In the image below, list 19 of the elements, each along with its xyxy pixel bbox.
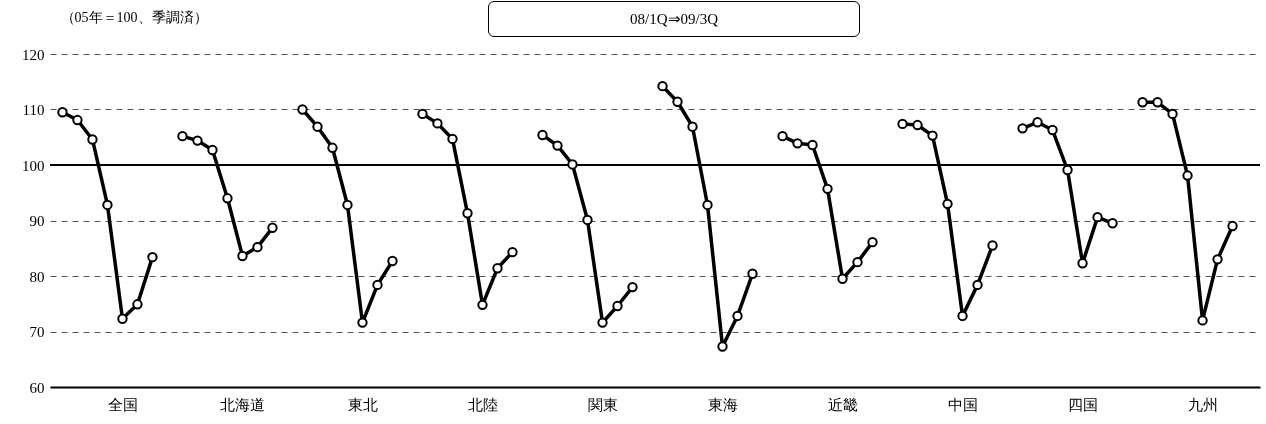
y-tick-label: 90 [29,213,45,229]
y-tick-label: 80 [29,268,45,285]
x-tick-label: 九州 [1188,396,1219,413]
y-tick-label: 110 [22,102,45,118]
x-tick-label: 中国 [948,396,979,413]
x-tick-label: 北陸 [467,396,498,413]
x-tick-label: 関東 [588,396,618,413]
text: 08/1Q⇒09/3Q [488,1,860,37]
y-tick-label: 70 [29,324,45,340]
y-tick-label: 120 [22,46,45,63]
x-tick-label: 北海道 [220,396,266,413]
x-tick-label: 近畿 [828,396,859,413]
x-tick-label: 東北 [347,396,378,413]
y-tick-label: 60 [29,379,45,396]
x-tick-label: 東海 [708,396,739,413]
y-axis-title: （05年＝100、季調済） [60,9,208,25]
x-tick-label: 四国 [1068,396,1099,413]
y-tick-label: 100 [22,157,45,174]
x-tick-label: 全国 [107,396,138,413]
